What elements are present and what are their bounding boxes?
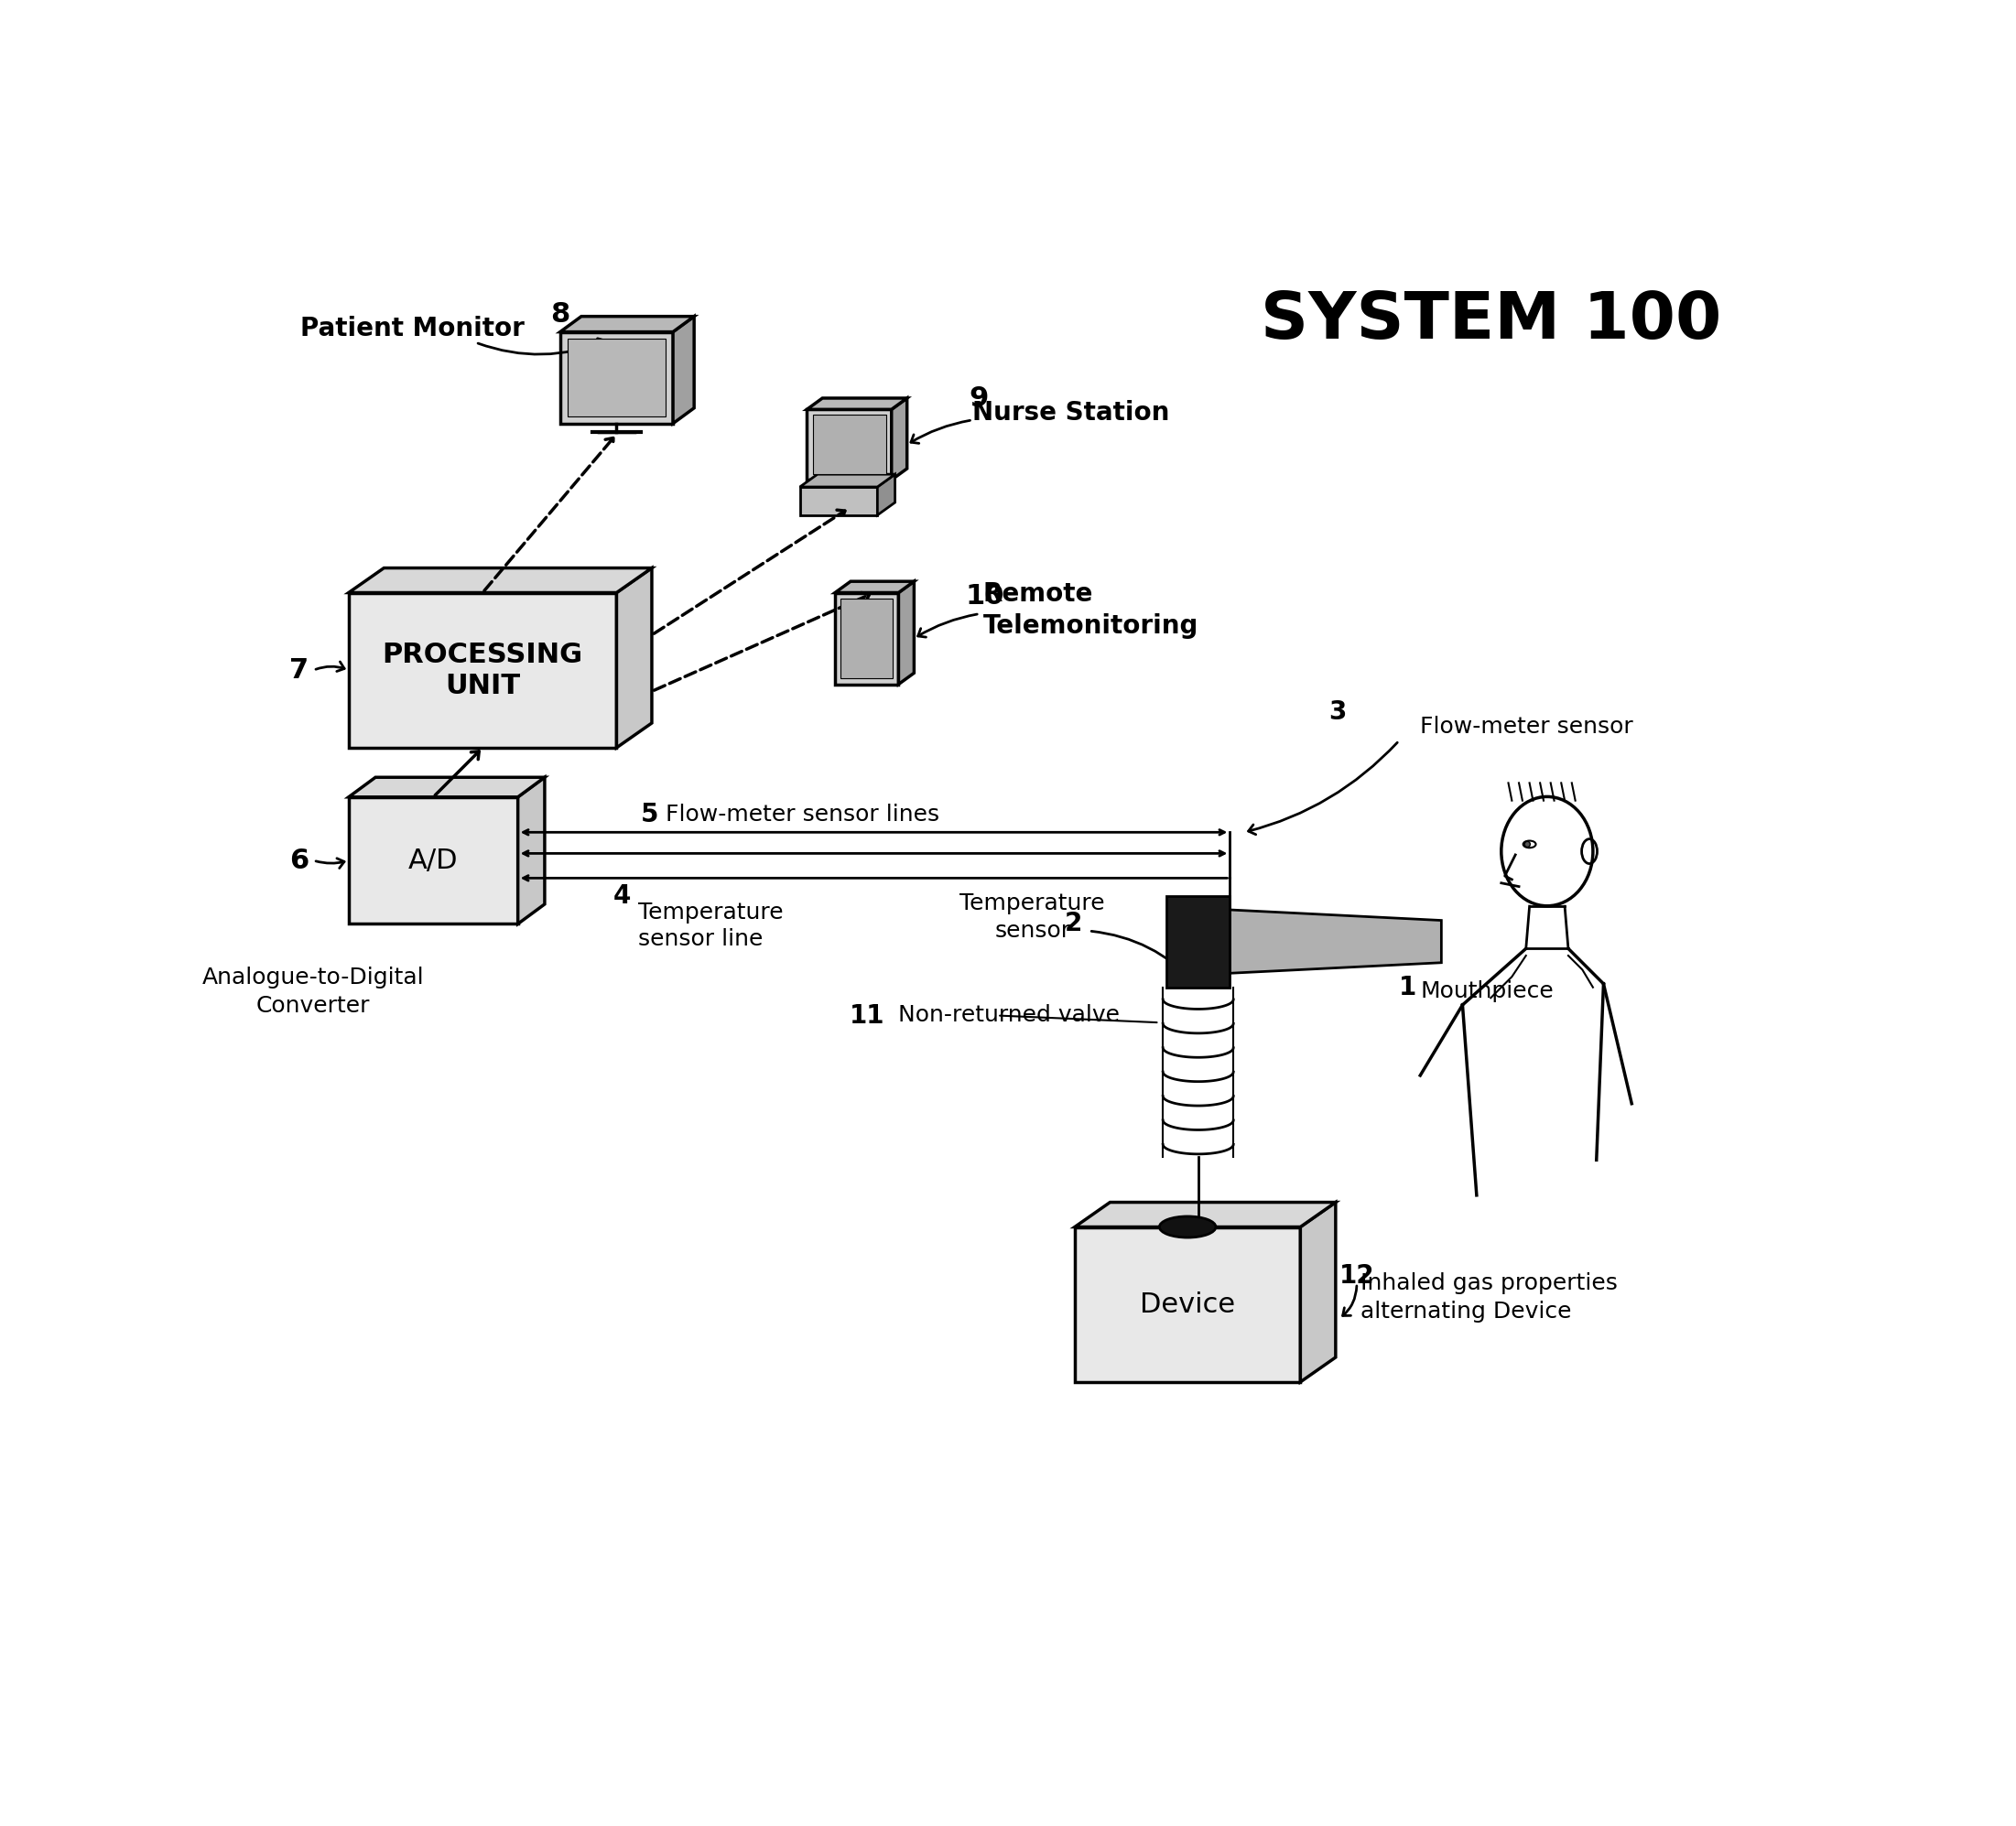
Polygon shape bbox=[877, 475, 895, 515]
Text: Temperature
sensor line: Temperature sensor line bbox=[637, 902, 782, 951]
Polygon shape bbox=[800, 475, 895, 488]
Text: SYSTEM 100: SYSTEM 100 bbox=[1260, 290, 1722, 352]
Polygon shape bbox=[349, 796, 518, 924]
Text: Non-returned valve: Non-returned valve bbox=[899, 1004, 1121, 1026]
Text: 5: 5 bbox=[641, 802, 659, 827]
Polygon shape bbox=[1300, 1202, 1337, 1382]
Text: 11: 11 bbox=[849, 1002, 885, 1028]
Polygon shape bbox=[1167, 897, 1230, 988]
Polygon shape bbox=[673, 316, 694, 424]
Text: 8: 8 bbox=[550, 301, 571, 327]
Polygon shape bbox=[835, 593, 899, 685]
Ellipse shape bbox=[1159, 1216, 1216, 1238]
Text: Nurse Station: Nurse Station bbox=[972, 400, 1169, 425]
Text: 6: 6 bbox=[290, 847, 308, 873]
Text: Temperature
sensor: Temperature sensor bbox=[960, 893, 1105, 942]
Polygon shape bbox=[1075, 1227, 1300, 1382]
Polygon shape bbox=[566, 340, 665, 416]
Ellipse shape bbox=[1524, 840, 1536, 847]
Text: PROCESSING
UNIT: PROCESSING UNIT bbox=[383, 641, 583, 699]
Text: Flow-meter sensor lines: Flow-meter sensor lines bbox=[665, 803, 939, 825]
Text: Patient Monitor: Patient Monitor bbox=[300, 316, 524, 341]
Polygon shape bbox=[806, 398, 907, 409]
Polygon shape bbox=[891, 398, 907, 480]
Text: Analogue-to-Digital
Converter: Analogue-to-Digital Converter bbox=[202, 966, 425, 1017]
Polygon shape bbox=[899, 581, 913, 685]
Text: 9: 9 bbox=[970, 385, 988, 413]
Text: 7: 7 bbox=[290, 657, 308, 683]
Text: A/D: A/D bbox=[409, 847, 458, 873]
Text: 10: 10 bbox=[966, 582, 1004, 610]
Polygon shape bbox=[835, 581, 913, 593]
Text: Mouthpiece: Mouthpiece bbox=[1419, 981, 1554, 1002]
Polygon shape bbox=[1075, 1202, 1337, 1227]
Text: Inhaled gas properties
alternating Device: Inhaled gas properties alternating Devic… bbox=[1361, 1273, 1617, 1322]
Text: 4: 4 bbox=[613, 884, 631, 909]
Text: 12: 12 bbox=[1339, 1264, 1375, 1289]
Polygon shape bbox=[1230, 909, 1441, 973]
Text: Device: Device bbox=[1139, 1291, 1236, 1318]
Polygon shape bbox=[812, 415, 885, 475]
Polygon shape bbox=[518, 778, 544, 924]
Polygon shape bbox=[800, 488, 877, 515]
Polygon shape bbox=[349, 778, 544, 796]
Text: 2: 2 bbox=[1064, 911, 1083, 937]
Polygon shape bbox=[349, 568, 651, 593]
Polygon shape bbox=[841, 599, 893, 679]
Polygon shape bbox=[806, 409, 891, 480]
Text: Remote
Telemonitoring: Remote Telemonitoring bbox=[984, 582, 1200, 639]
Text: 1: 1 bbox=[1399, 975, 1417, 1001]
Polygon shape bbox=[560, 332, 673, 424]
Polygon shape bbox=[560, 316, 694, 332]
Text: Flow-meter sensor: Flow-meter sensor bbox=[1419, 716, 1633, 738]
Ellipse shape bbox=[1524, 842, 1530, 847]
Polygon shape bbox=[617, 568, 651, 747]
Polygon shape bbox=[349, 593, 617, 747]
Text: 3: 3 bbox=[1329, 699, 1347, 725]
